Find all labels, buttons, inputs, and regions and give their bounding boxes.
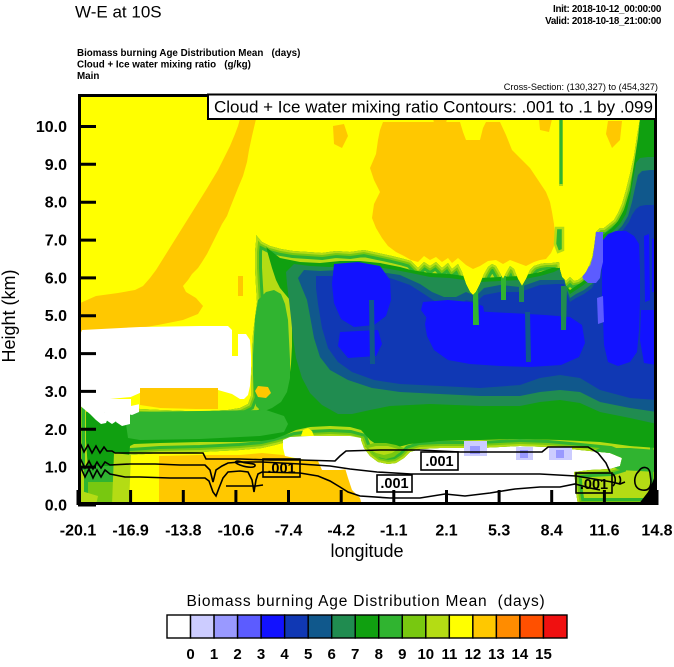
- svg-text:-20.1: -20.1: [60, 523, 97, 540]
- svg-text:6.0: 6.0: [45, 270, 67, 287]
- svg-text:0.0: 0.0: [45, 498, 67, 515]
- svg-text:5: 5: [304, 646, 312, 663]
- svg-text:11: 11: [441, 646, 457, 663]
- svg-text:1: 1: [210, 646, 218, 663]
- svg-text:4.0: 4.0: [45, 346, 67, 363]
- svg-text:Cloud + Ice water mixing ratio: Cloud + Ice water mixing ratio Contours:…: [214, 98, 653, 117]
- svg-text:-7.4: -7.4: [275, 523, 303, 540]
- svg-text:-4.2: -4.2: [327, 523, 355, 540]
- svg-text:Cross-Section: (130,327) to (4: Cross-Section: (130,327) to (454,327): [504, 82, 658, 92]
- svg-text:7: 7: [351, 646, 359, 663]
- svg-text:Biomass burning Age Distributi: Biomass burning Age Distribution Mean (d…: [77, 48, 300, 59]
- svg-text:Cloud + Ice water mixing ratio: Cloud + Ice water mixing ratio (g/kg): [77, 60, 251, 71]
- svg-text:2: 2: [233, 646, 241, 663]
- svg-text:-10.6: -10.6: [218, 523, 255, 540]
- svg-text:10.0: 10.0: [36, 119, 67, 136]
- svg-text:Valid: 2018-10-18_21:00:00: Valid: 2018-10-18_21:00:00: [545, 16, 662, 27]
- svg-text:.001: .001: [580, 477, 608, 493]
- svg-text:longitude: longitude: [330, 541, 403, 561]
- svg-text:5.0: 5.0: [45, 308, 67, 325]
- svg-text:.001: .001: [267, 461, 295, 477]
- svg-text:4: 4: [280, 646, 289, 663]
- svg-text:Main: Main: [77, 71, 99, 82]
- svg-text:14: 14: [512, 646, 529, 663]
- svg-text:.001: .001: [425, 454, 453, 470]
- svg-text:5.3: 5.3: [488, 523, 510, 540]
- svg-text:11.6: 11.6: [589, 523, 619, 540]
- svg-text:6: 6: [328, 646, 336, 663]
- svg-text:-13.8: -13.8: [165, 523, 202, 540]
- svg-text:Height (km): Height (km): [0, 269, 19, 362]
- svg-text:-1.1: -1.1: [380, 523, 408, 540]
- svg-text:15: 15: [535, 646, 552, 663]
- svg-text:3.0: 3.0: [45, 384, 67, 401]
- svg-text:-16.9: -16.9: [112, 523, 149, 540]
- svg-text:Biomass burning Age Distributi: Biomass burning Age Distribution Mean (d…: [186, 593, 545, 610]
- svg-text:3: 3: [257, 646, 265, 663]
- svg-text:8.4: 8.4: [541, 523, 563, 540]
- svg-text:8: 8: [375, 646, 383, 663]
- svg-text:9.0: 9.0: [45, 157, 67, 174]
- svg-text:9: 9: [398, 646, 406, 663]
- svg-text:0: 0: [186, 646, 194, 663]
- svg-text:.001: .001: [380, 476, 408, 492]
- svg-text:10: 10: [417, 646, 434, 663]
- svg-text:1.0: 1.0: [45, 460, 67, 477]
- svg-text:7.0: 7.0: [45, 233, 67, 250]
- svg-text:Init: 2018-10-12_00:00:00: Init: 2018-10-12_00:00:00: [553, 4, 662, 15]
- svg-text:2.1: 2.1: [435, 523, 457, 540]
- svg-text:12: 12: [465, 646, 482, 663]
- svg-text:8.0: 8.0: [45, 195, 67, 212]
- svg-text:13: 13: [488, 646, 505, 663]
- svg-text:W-E at 10S: W-E at 10S: [75, 3, 162, 22]
- svg-text:14.8: 14.8: [641, 523, 672, 540]
- svg-text:2.0: 2.0: [45, 422, 67, 439]
